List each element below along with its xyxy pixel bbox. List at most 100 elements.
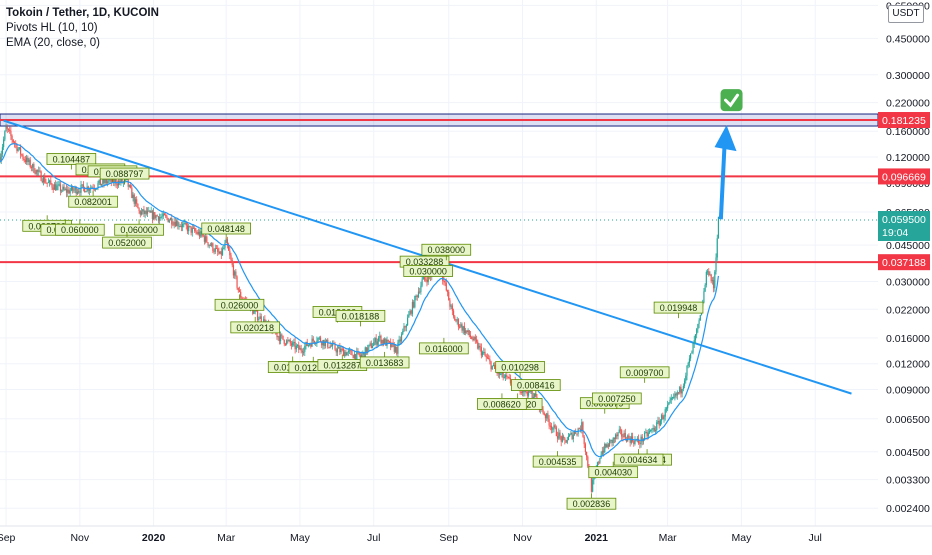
- candle-body: [403, 326, 405, 332]
- candle-body: [566, 440, 568, 443]
- candle-body: [321, 341, 323, 346]
- candle-body: [288, 339, 290, 341]
- candle: [336, 345, 339, 357]
- candle-body: [149, 210, 151, 213]
- candle: [578, 427, 580, 430]
- candle: [144, 210, 146, 219]
- pivot-text: 0.088797: [106, 169, 144, 179]
- candle: [198, 229, 201, 240]
- candle: [624, 428, 626, 441]
- candle-body: [573, 431, 576, 435]
- pivot-label: 0.030000: [403, 265, 453, 282]
- pivot-text: 0.048148: [207, 224, 245, 234]
- candle: [47, 178, 49, 184]
- candle: [651, 428, 653, 434]
- candle: [367, 344, 369, 355]
- pivot-label: 0.002836: [566, 493, 617, 510]
- price-axis-bg: [878, 0, 932, 550]
- candle-body: [369, 343, 371, 345]
- candle-body: [442, 274, 444, 281]
- candle: [485, 353, 487, 362]
- candle: [481, 350, 484, 358]
- candle: [396, 346, 398, 356]
- candle: [342, 346, 345, 357]
- price-tick-label: 0.220000: [886, 98, 930, 110]
- candle-body: [613, 437, 616, 440]
- candle-body: [114, 179, 116, 183]
- candle: [21, 153, 23, 157]
- candle-body: [223, 247, 225, 249]
- candle: [133, 193, 135, 208]
- candle-body: [169, 217, 172, 221]
- candle-body: [714, 271, 716, 289]
- candle-body: [563, 436, 565, 439]
- candle-body: [521, 390, 524, 394]
- ema-indicator-label[interactable]: EMA (20, close, 0): [6, 37, 100, 49]
- candle-body: [601, 450, 603, 455]
- candle: [11, 134, 13, 144]
- candle: [39, 167, 41, 173]
- target-arrow[interactable]: [714, 125, 737, 220]
- candle: [241, 296, 243, 300]
- candle: [10, 126, 12, 141]
- price-tick-label: 0.009000: [886, 385, 930, 397]
- candle: [370, 340, 372, 349]
- candle-body: [675, 393, 677, 396]
- candle-body: [296, 344, 299, 346]
- candle-body: [477, 341, 479, 349]
- candle: [608, 438, 611, 447]
- candle: [676, 390, 678, 400]
- candle-body: [673, 397, 675, 399]
- candle: [648, 428, 651, 435]
- symbol-title[interactable]: Tokoin / Tether, 1D, KUCOIN: [6, 7, 159, 19]
- candle-body: [254, 310, 256, 312]
- candle-body: [550, 425, 553, 430]
- candle-body: [311, 338, 313, 347]
- candle: [697, 323, 699, 333]
- candle: [4, 130, 6, 142]
- candle-body: [533, 393, 536, 397]
- candle: [465, 328, 467, 336]
- candle: [160, 213, 162, 219]
- candle-body: [391, 342, 393, 348]
- candle-body: [618, 429, 620, 433]
- candle-body: [171, 217, 173, 225]
- candle-body: [713, 280, 715, 289]
- candle: [184, 219, 186, 225]
- candle: [159, 213, 161, 224]
- time-tick-label: Nov: [513, 532, 532, 544]
- candle-body: [120, 178, 122, 183]
- pivot-box: [653, 301, 704, 314]
- candle: [587, 455, 589, 469]
- candle-body: [616, 434, 618, 437]
- candle: [454, 314, 456, 321]
- current-price-text: 0.059500: [882, 214, 926, 226]
- candle: [3, 136, 5, 151]
- candle-body: [27, 157, 29, 163]
- candle: [685, 372, 687, 384]
- pivot-label: 0.004030: [588, 461, 639, 479]
- candle-body: [555, 427, 557, 437]
- price-label-text: 0.181235: [882, 115, 926, 127]
- candle-body: [354, 354, 357, 360]
- candle: [178, 222, 180, 230]
- candle: [693, 335, 695, 349]
- resistance-lines: [0, 113, 879, 264]
- candle: [408, 310, 410, 318]
- candle-body: [238, 290, 241, 292]
- candle: [69, 187, 71, 197]
- candle: [127, 179, 129, 190]
- candle: [174, 217, 176, 228]
- candle: [667, 400, 669, 412]
- candle: [327, 338, 329, 349]
- candle: [100, 183, 103, 187]
- candle-body: [200, 231, 202, 237]
- candle: [663, 414, 665, 423]
- candle-body: [79, 191, 81, 193]
- candle-body: [18, 147, 20, 149]
- pivots-indicator-label[interactable]: Pivots HL (10, 10): [6, 22, 98, 34]
- currency-badge[interactable]: USDT: [888, 5, 924, 23]
- candle: [660, 413, 663, 425]
